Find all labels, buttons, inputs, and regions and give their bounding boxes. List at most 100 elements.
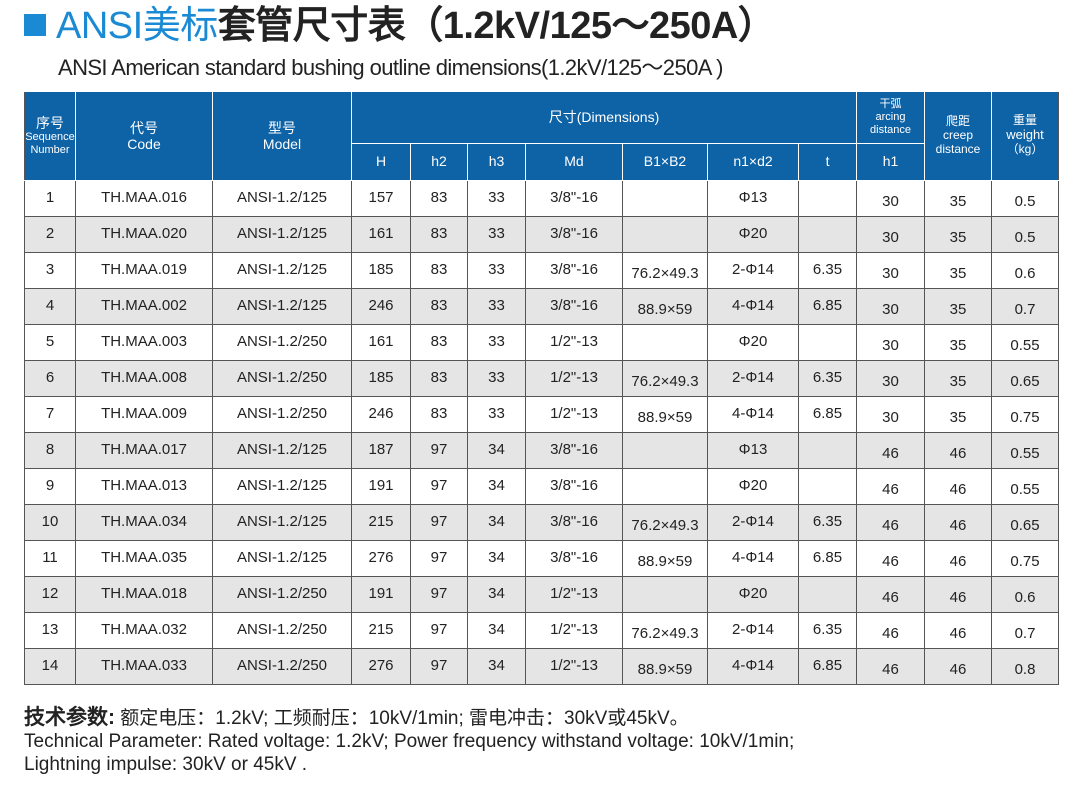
cell-value: 33 (488, 333, 505, 350)
table-cell: 3/8"-16 (525, 215, 623, 253)
table-cell: 0.6 (991, 251, 1060, 289)
cell-value: 246 (368, 297, 394, 314)
cell-value: 97 (430, 441, 448, 458)
table-cell: 3/8"-16 (525, 287, 623, 325)
table-cell: 6 (24, 359, 76, 397)
table-cell: 33 (467, 359, 526, 397)
table-row: 9 TH.MAA.013 ANSI-1.2/125 191 97 34 3/8"-16 Φ20… (24, 467, 1060, 505)
table-row: 13 TH.MAA.032 ANSI-1.2/250 215 97 34 1/2"-13 76… (24, 611, 1060, 649)
cell-value: 97 (430, 549, 448, 566)
header-arcing: 干弧 arcing distance (856, 92, 926, 144)
table-cell: 0.6 (991, 575, 1060, 613)
cell-value: ANSI-1.2/125 (236, 261, 328, 278)
table-cell (622, 431, 708, 469)
cell-value: 276 (368, 657, 394, 674)
cell-value: 3/8"-16 (550, 297, 598, 314)
subheader-0: H (351, 143, 411, 181)
cell-value: 185 (368, 369, 394, 386)
cell-value: 6 (45, 369, 55, 386)
table-cell: 0.65 (991, 503, 1060, 541)
cell-value: 33 (488, 405, 505, 422)
cell-value: 88.9×59 (637, 553, 693, 570)
table-cell: 3 (24, 251, 76, 289)
cell-value: 83 (430, 225, 448, 242)
table-cell: 161 (351, 215, 411, 253)
cell-value: TH.MAA.003 (101, 333, 187, 350)
cell-value: TH.MAA.018 (101, 585, 187, 602)
cell-value: 46 (882, 553, 899, 570)
cell-value: 0.8 (1014, 661, 1036, 678)
table-cell: 88.9×59 (622, 539, 708, 577)
table-cell: 276 (351, 539, 411, 577)
table-cell: 88.9×59 (622, 647, 708, 685)
cell-value: 0.65 (1010, 517, 1040, 534)
table-cell: 97 (410, 431, 468, 469)
table-cell: TH.MAA.033 (75, 647, 213, 685)
cell-value: 157 (368, 189, 394, 206)
cell-value: 1/2"-13 (550, 369, 598, 386)
table-cell: TH.MAA.013 (75, 467, 213, 505)
table-cell: 0.75 (991, 395, 1060, 433)
table-cell: 33 (467, 287, 526, 325)
table-cell: 46 (856, 539, 926, 577)
cell-value: 3/8"-16 (550, 477, 598, 494)
table-cell: 1/2"-13 (525, 359, 623, 397)
cell-value: 7 (45, 405, 55, 422)
cell-value: Φ13 (738, 189, 768, 206)
table-cell: 7 (24, 395, 76, 433)
cell-value: 88.9×59 (637, 409, 693, 426)
header-sequence: 序号 Sequence Number (24, 92, 76, 181)
table-cell: 30 (856, 395, 926, 433)
table-cell: 83 (410, 179, 468, 217)
table-cell: 6.85 (797, 647, 858, 685)
header-creep: 爬距 creep distance (924, 92, 993, 181)
cell-value: ANSI-1.2/125 (236, 513, 328, 530)
table-cell: 8 (24, 431, 76, 469)
cell-value: ANSI-1.2/250 (236, 369, 328, 386)
cell-value: 46 (949, 481, 967, 498)
cell-value: TH.MAA.002 (101, 297, 187, 314)
cell-value: 83 (430, 405, 448, 422)
table-cell: 30 (856, 323, 926, 361)
cell-value: 0.5 (1014, 193, 1036, 210)
table-cell: ANSI-1.2/250 (212, 575, 352, 613)
table-cell: 33 (467, 395, 526, 433)
table-cell: TH.MAA.032 (75, 611, 213, 649)
cell-value: 12 (41, 585, 59, 602)
subheader-6: t (797, 143, 858, 181)
cell-value: 1/2"-13 (550, 585, 598, 602)
table-cell: 83 (410, 215, 468, 253)
cell-value: 34 (488, 549, 505, 566)
subheader-1: h2 (410, 143, 468, 181)
cell-value: 11 (42, 549, 58, 566)
cell-value: 33 (488, 225, 505, 242)
table-cell: 185 (351, 251, 411, 289)
cell-value: 46 (949, 589, 967, 606)
table-cell: 1/2"-13 (525, 647, 623, 685)
cell-value: ANSI-1.2/250 (236, 405, 328, 422)
cell-value: 161 (368, 333, 394, 350)
table-cell: ANSI-1.2/125 (212, 287, 352, 325)
table-cell: 33 (467, 179, 526, 217)
header-weight: 重量 weight （kg） (991, 92, 1060, 181)
table-row: 7 TH.MAA.009 ANSI-1.2/250 246 83 33 1/2"-13 88.… (24, 395, 1060, 433)
cell-value: 13 (41, 621, 59, 638)
table-cell: 4-Φ14 (707, 287, 799, 325)
table-cell: 76.2×49.3 (622, 611, 708, 649)
cell-value: 83 (430, 333, 448, 350)
table-cell: 0.55 (991, 431, 1060, 469)
cell-value: 2 (45, 225, 55, 242)
cell-value: 0.75 (1010, 553, 1040, 570)
cell-value: 2-Φ14 (732, 369, 774, 386)
cell-value: ANSI-1.2/125 (236, 549, 328, 566)
cell-value: 76.2×49.3 (631, 625, 699, 642)
cell-value: 34 (488, 657, 505, 674)
table-cell: Φ20 (707, 215, 799, 253)
table-cell: Φ13 (707, 179, 799, 217)
cell-value: 30 (882, 193, 899, 210)
cell-value: 0.5 (1014, 229, 1036, 246)
cell-value: 35 (949, 337, 967, 354)
table-cell: TH.MAA.002 (75, 287, 213, 325)
cell-value: ANSI-1.2/125 (236, 441, 328, 458)
cell-value: 46 (882, 445, 899, 462)
